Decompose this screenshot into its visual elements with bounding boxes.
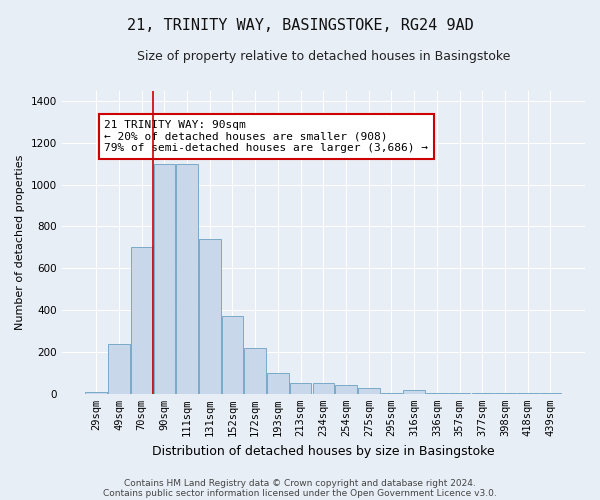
Bar xyxy=(449,393,470,394)
Bar xyxy=(267,373,289,394)
Bar xyxy=(222,316,243,394)
Bar xyxy=(199,239,221,394)
Bar xyxy=(108,344,130,394)
Bar xyxy=(290,384,311,394)
Bar xyxy=(539,393,561,394)
Bar xyxy=(472,393,493,394)
Text: 21 TRINITY WAY: 90sqm
← 20% of detached houses are smaller (908)
79% of semi-det: 21 TRINITY WAY: 90sqm ← 20% of detached … xyxy=(104,120,428,153)
Bar xyxy=(154,164,175,394)
Text: 21, TRINITY WAY, BASINGSTOKE, RG24 9AD: 21, TRINITY WAY, BASINGSTOKE, RG24 9AD xyxy=(127,18,473,32)
Y-axis label: Number of detached properties: Number of detached properties xyxy=(15,154,25,330)
Bar xyxy=(131,248,152,394)
Title: Size of property relative to detached houses in Basingstoke: Size of property relative to detached ho… xyxy=(137,50,510,63)
Bar xyxy=(176,164,198,394)
X-axis label: Distribution of detached houses by size in Basingstoke: Distribution of detached houses by size … xyxy=(152,444,494,458)
Bar xyxy=(403,390,425,394)
Text: Contains HM Land Registry data © Crown copyright and database right 2024.: Contains HM Land Registry data © Crown c… xyxy=(124,478,476,488)
Bar xyxy=(313,384,334,394)
Bar xyxy=(335,386,357,394)
Bar xyxy=(426,393,448,394)
Bar xyxy=(358,388,380,394)
Bar xyxy=(85,392,107,394)
Bar xyxy=(380,393,402,394)
Text: Contains public sector information licensed under the Open Government Licence v3: Contains public sector information licen… xyxy=(103,488,497,498)
Bar xyxy=(494,393,516,394)
Bar xyxy=(244,348,266,394)
Bar xyxy=(517,393,539,394)
